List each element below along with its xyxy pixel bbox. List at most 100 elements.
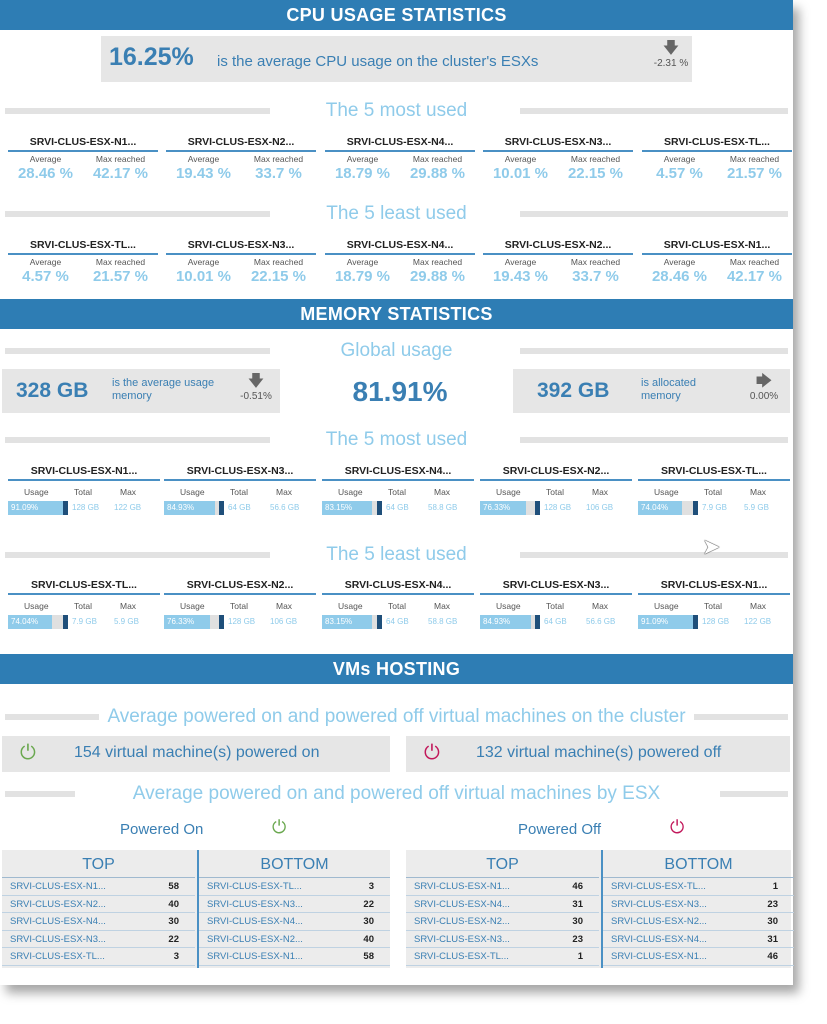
memory-host-card: SRVI-CLUS-ESX-N4... Usage Total Max 83.15% 64… <box>322 464 474 519</box>
host-name: SRVI-CLUS-ESX-N2... <box>164 578 316 595</box>
max-value: 106 GB <box>270 617 298 626</box>
average-label: Average <box>663 154 696 164</box>
memory-host-card: SRVI-CLUS-ESX-TL... Usage Total Max 74.04% 7.… <box>638 464 790 519</box>
table-row: SRVI-CLUS-ESX-N4... 31 <box>603 931 794 949</box>
host-name: SRVI-CLUS-ESX-TL... <box>8 578 160 595</box>
metric-values: 91.09% 128 GB 122 GB <box>638 615 790 629</box>
metric-labels: Average Max reached <box>325 257 475 267</box>
powered-on-table: TOP SRVI-CLUS-ESX-N1... 58 SRVI-CLUS-ESX-N… <box>2 850 390 968</box>
max-label: Max <box>434 487 451 497</box>
usage-bar-end <box>693 501 698 515</box>
metric-labels: Usage Total Max <box>322 601 474 615</box>
memory-allocated-desc: is allocated memory <box>641 377 697 402</box>
power-icon: ⏻ <box>670 817 685 837</box>
usage-bar-end <box>63 501 68 515</box>
vm-count: 3 <box>368 881 374 892</box>
host-name: SRVI-CLUS-ESX-N1... <box>8 135 158 152</box>
host-name: SRVI-CLUS-ESX-TL... <box>207 881 302 892</box>
host-name: SRVI-CLUS-ESX-N1... <box>10 881 106 892</box>
memory-host-card: SRVI-CLUS-ESX-N4... Usage Total Max 83.15% 64… <box>322 578 474 633</box>
usage-bar: 76.33% <box>480 501 540 515</box>
table-row: SRVI-CLUS-ESX-TL... 3 <box>2 948 195 966</box>
max-value: 122 GB <box>114 503 142 512</box>
max-label: Max <box>750 487 767 497</box>
max-label: Max reached <box>570 257 621 267</box>
memory-host-card: SRVI-CLUS-ESX-N3... Usage Total Max 84.93% 64… <box>164 464 316 519</box>
metric-labels: Usage Total Max <box>164 601 316 615</box>
usage-percent: 84.93% <box>483 617 511 626</box>
memory-least-used-label: The 5 least used <box>318 544 475 565</box>
max-label: Max reached <box>412 257 463 267</box>
average-label: Average <box>29 154 62 164</box>
max-value: 58.8 GB <box>428 617 458 626</box>
metric-values: 84.93% 64 GB 56.6 GB <box>164 501 316 515</box>
vm-count: 30 <box>572 916 583 928</box>
metric-labels: Average Max reached <box>325 154 475 164</box>
cpu-average-desc: is the average CPU usage on the cluster'… <box>217 53 539 70</box>
host-name: SRVI-CLUS-ESX-N1... <box>8 464 160 481</box>
memory-host-card: SRVI-CLUS-ESX-N3... Usage Total Max 84.93% 64… <box>480 578 632 633</box>
host-name: SRVI-CLUS-ESX-N2... <box>10 898 106 910</box>
host-name: SRVI-CLUS-ESX-TL... <box>8 238 158 255</box>
memory-host-card: SRVI-CLUS-ESX-N2... Usage Total Max 76.33% 12… <box>164 578 316 633</box>
cpu-average-value: 16.25% <box>109 43 194 71</box>
total-value: 64 GB <box>386 503 409 512</box>
metric-labels: Usage Total Max <box>164 487 316 501</box>
host-name: SRVI-CLUS-ESX-TL... <box>642 135 792 152</box>
arrow-down-icon: 🡇 <box>247 373 265 390</box>
usage-bar: 83.15% <box>322 501 382 515</box>
total-value: 64 GB <box>544 617 567 626</box>
total-label: Total <box>230 601 248 611</box>
max-value: 33.7 % <box>255 165 302 182</box>
cpu-average-box: 16.25% is the average CPU usage on the c… <box>101 36 692 82</box>
powered-off-heading: Powered Off <box>518 821 602 838</box>
memory-host-card: SRVI-CLUS-ESX-N1... Usage Total Max 91.09% 12… <box>638 578 790 633</box>
metric-labels: Average Max reached <box>166 257 316 267</box>
vm-count: 30 <box>363 916 374 928</box>
host-name: SRVI-CLUS-ESX-N2... <box>414 916 510 928</box>
powered-off-table: TOP SRVI-CLUS-ESX-N1... 46 SRVI-CLUS-ESX-N… <box>406 850 794 968</box>
table-row: SRVI-CLUS-ESX-N3... 23 <box>603 896 794 914</box>
max-label: Max reached <box>570 154 621 164</box>
vm-count: 40 <box>363 933 374 945</box>
max-label: Max reached <box>95 154 146 164</box>
metric-values: 10.01 % 22.15 % <box>483 165 633 182</box>
memory-allocated-value: 392 GB <box>537 379 610 402</box>
usage-bar-end <box>535 501 540 515</box>
max-value: 122 GB <box>744 617 772 626</box>
memory-global-label: Global usage <box>332 340 461 361</box>
total-label: Total <box>546 487 564 497</box>
average-label: Average <box>187 154 220 164</box>
metric-labels: Average Max reached <box>642 257 792 267</box>
host-name: SRVI-CLUS-ESX-N3... <box>10 933 106 945</box>
metric-values: 84.93% 64 GB 56.6 GB <box>480 615 632 629</box>
cpu-most-used-title: The 5 most used <box>0 98 793 124</box>
cpu-least-used-label: The 5 least used <box>318 203 475 224</box>
metric-values: 76.33% 128 GB 106 GB <box>480 501 632 515</box>
memory-global-percent: 81.91% <box>352 376 448 407</box>
usage-fill <box>8 615 52 629</box>
total-label: Total <box>74 487 92 497</box>
vm-count: 23 <box>767 898 778 910</box>
usage-bar: 74.04% <box>638 501 698 515</box>
cpu-host-card: SRVI-CLUS-ESX-N3... Average Max reached 10.… <box>166 238 316 288</box>
memory-avg-usage-box: 328 GB is the average usage memory 🡇 -0.… <box>2 369 280 413</box>
host-name: SRVI-CLUS-ESX-TL... <box>414 951 509 963</box>
host-name: SRVI-CLUS-ESX-N3... <box>166 238 316 255</box>
usage-label: Usage <box>24 487 49 497</box>
cpu-host-card: SRVI-CLUS-ESX-N4... Average Max reached 18.… <box>325 135 475 185</box>
usage-percent: 83.15% <box>325 503 353 512</box>
metric-labels: Average Max reached <box>8 154 158 164</box>
host-name: SRVI-CLUS-ESX-N1... <box>611 951 707 963</box>
table-row: SRVI-CLUS-ESX-N1... 58 <box>2 878 195 896</box>
powered-on-heading: Powered On <box>120 821 204 838</box>
vm-count: 30 <box>168 916 179 928</box>
usage-bar-end <box>377 501 382 515</box>
vms-section-header: VMs HOSTING <box>0 654 793 684</box>
average-value: 10.01 % <box>492 165 549 182</box>
cpu-least-used-title: The 5 least used <box>0 201 793 227</box>
table-row: SRVI-CLUS-ESX-N1... 58 <box>199 948 390 966</box>
usage-label: Usage <box>24 601 49 611</box>
usage-percent: 84.93% <box>167 503 195 512</box>
metric-values: 10.01 % 22.15 % <box>166 268 316 285</box>
